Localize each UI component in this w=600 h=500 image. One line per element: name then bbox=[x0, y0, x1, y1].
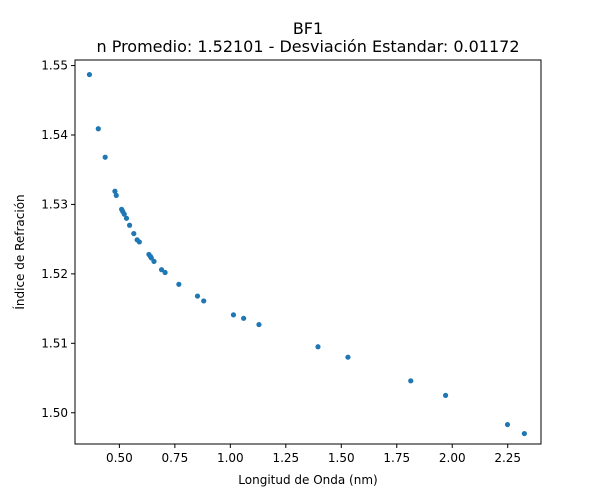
y-tick-label: 1.50 bbox=[41, 406, 68, 420]
data-point bbox=[256, 321, 262, 328]
data-point bbox=[230, 312, 237, 318]
data-point bbox=[201, 298, 207, 304]
data-point bbox=[151, 258, 157, 264]
data-point bbox=[121, 211, 127, 217]
data-point bbox=[241, 315, 247, 321]
x-tick-label: 1.50 bbox=[328, 451, 355, 465]
axes-frame bbox=[74, 59, 542, 445]
data-point bbox=[345, 354, 351, 360]
data-point bbox=[176, 281, 182, 287]
data-point bbox=[442, 392, 449, 398]
x-tick-label: 0.75 bbox=[161, 451, 188, 465]
data-point bbox=[113, 192, 119, 199]
data-point bbox=[102, 154, 108, 160]
chart-subtitle: n Promedio: 1.52101 - Desviación Estanda… bbox=[96, 37, 519, 56]
data-point bbox=[131, 230, 137, 237]
chart-title: BF1 bbox=[293, 19, 323, 38]
data-point bbox=[504, 421, 511, 428]
data-point bbox=[521, 430, 527, 437]
x-tick-label: 1.75 bbox=[383, 451, 410, 465]
plot-area bbox=[86, 71, 527, 437]
data-point bbox=[162, 269, 168, 276]
y-tick-label: 1.51 bbox=[41, 336, 68, 350]
data-point bbox=[194, 293, 201, 299]
y-tick-label: 1.53 bbox=[41, 197, 68, 211]
data-point bbox=[126, 222, 133, 228]
data-point bbox=[158, 267, 165, 273]
x-axis-label: Longitud de Onda (nm) bbox=[238, 473, 377, 487]
y-tick-label: 1.54 bbox=[41, 128, 68, 142]
y-tick-label: 1.55 bbox=[41, 59, 68, 73]
x-tick-label: 0.50 bbox=[106, 451, 133, 465]
data-point bbox=[95, 126, 101, 132]
data-point bbox=[315, 344, 321, 350]
data-point bbox=[112, 188, 118, 194]
x-tick-label: 1.00 bbox=[217, 451, 244, 465]
x-tick-label: 1.25 bbox=[272, 451, 299, 465]
data-point bbox=[408, 378, 414, 384]
data-point bbox=[136, 239, 142, 245]
y-tick-label: 1.52 bbox=[41, 267, 68, 281]
x-tick-label: 2.25 bbox=[494, 451, 521, 465]
data-point bbox=[123, 215, 130, 221]
x-axis: 0.50 0.75 1.00 1.25 1.50 1.75 2.00 2.25 bbox=[106, 444, 521, 465]
y-axis-label: Índice de Refración bbox=[12, 194, 27, 309]
y-axis: 1.50 1.51 1.52 1.53 1.54 1.55 bbox=[41, 59, 75, 420]
x-tick-label: 2.00 bbox=[439, 451, 466, 465]
data-point bbox=[86, 71, 93, 78]
